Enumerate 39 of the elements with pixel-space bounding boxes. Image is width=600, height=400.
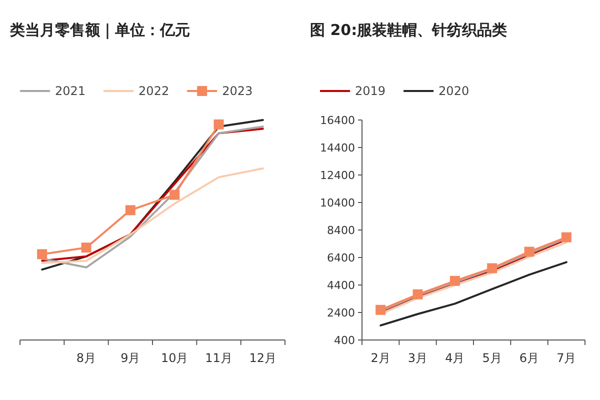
x-tick-label: 5月 xyxy=(482,351,502,365)
point xyxy=(487,263,498,274)
line-series xyxy=(380,261,568,326)
legend-label: 2020 xyxy=(438,84,470,98)
legend-label: 2021 xyxy=(55,84,86,98)
point xyxy=(450,276,460,286)
y-tick-label: 4400 xyxy=(327,279,355,292)
chart-title: 图 20:服装鞋帽、针纺织品类 xyxy=(310,21,508,39)
point xyxy=(125,205,136,216)
point xyxy=(170,190,180,200)
point xyxy=(524,246,534,257)
x-tick-label: 6月 xyxy=(519,351,540,365)
x-tick-label: 8月 xyxy=(76,351,96,365)
point xyxy=(376,304,386,315)
y-tick-label: 6400 xyxy=(327,252,355,264)
point xyxy=(412,289,423,300)
y-tick-label: 16400 xyxy=(320,114,355,127)
x-tick-label: 3月 xyxy=(408,351,428,365)
point xyxy=(214,119,224,130)
y-tick-label: 2400 xyxy=(327,306,355,320)
x-tick-label: 12月 xyxy=(249,351,277,365)
x-tick-label: 2月 xyxy=(370,351,390,365)
y-tick-label: 12400 xyxy=(320,169,355,182)
point xyxy=(81,242,92,253)
y-tick-label: 8400 xyxy=(327,224,355,237)
point xyxy=(561,232,572,242)
legend-label: 2023 xyxy=(222,84,253,98)
x-tick-label: 11月 xyxy=(205,351,232,365)
x-tick-label: 7月 xyxy=(556,351,576,365)
legend-label: 2022 xyxy=(138,84,170,98)
y-tick-label: 14400 xyxy=(320,142,355,154)
chart-title: 类当月零售额｜单位：亿元 xyxy=(9,21,190,40)
y-tick-label: 400 xyxy=(334,334,355,347)
point xyxy=(37,249,48,260)
legend-label: 2019 xyxy=(355,84,386,98)
x-tick-label: 4月 xyxy=(445,351,465,365)
y-tick-label: 10400 xyxy=(320,196,355,210)
x-tick-label: 10月 xyxy=(160,351,188,365)
x-tick-label: 9月 xyxy=(120,351,140,365)
